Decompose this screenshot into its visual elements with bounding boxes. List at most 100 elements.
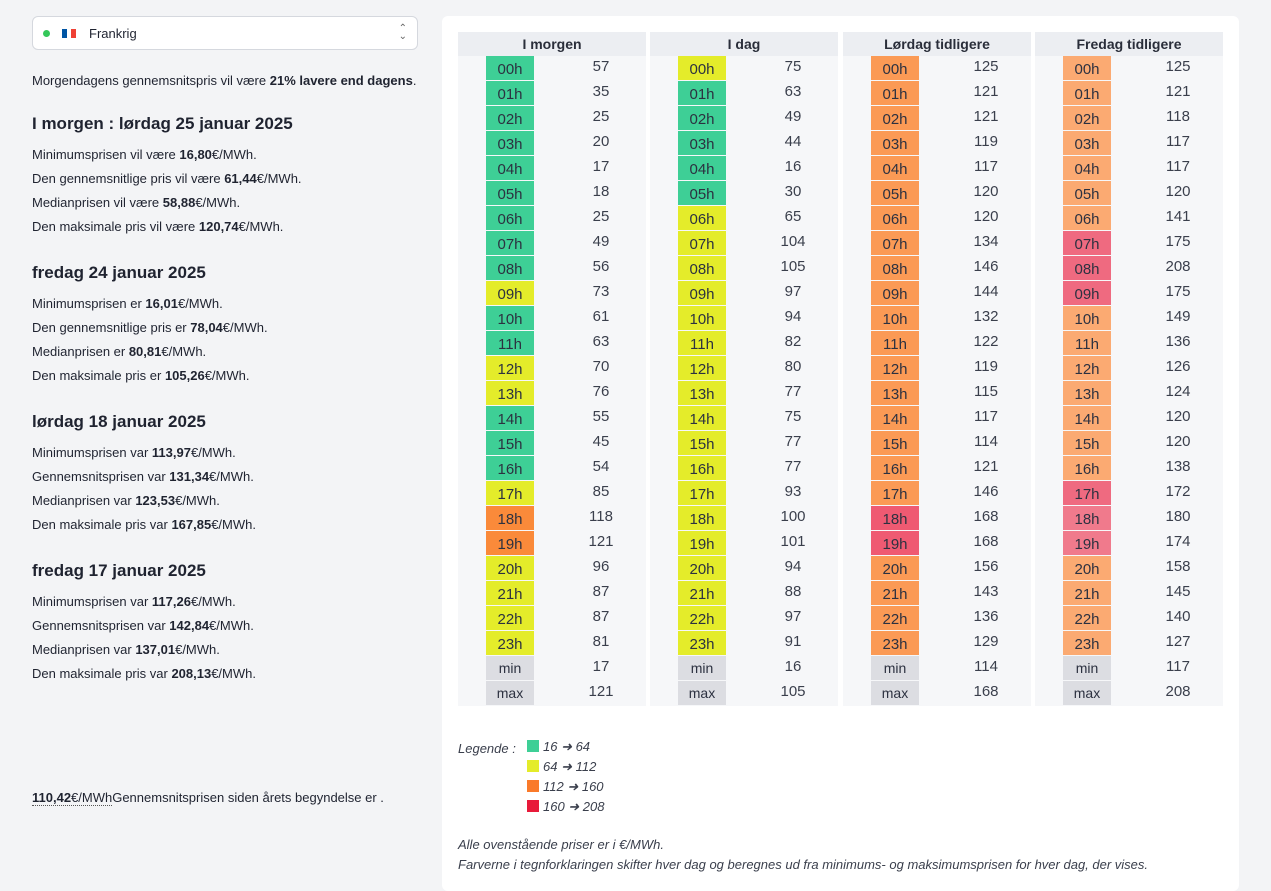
hour-chip: 21h [1063, 581, 1111, 605]
hour-row: 03h 117 [1035, 131, 1223, 156]
line-value: 167,85 [171, 517, 212, 532]
price-value: 88 [784, 583, 802, 600]
min-row: min 16 [650, 656, 838, 681]
price-value: 114 [974, 433, 998, 450]
hour-row: 14h 75 [650, 406, 838, 431]
price-value: 140 [1165, 608, 1191, 625]
hour-chip: 22h [678, 606, 726, 630]
min-row: min 17 [458, 656, 646, 681]
price-value: 101 [780, 533, 806, 550]
line-value: 117,26 [151, 594, 191, 609]
hour-chip: 17h [871, 481, 919, 505]
line-value: 113,97 [151, 445, 191, 460]
hour-chip: 13h [871, 381, 919, 405]
line-value: 78,04 [190, 320, 223, 335]
hour-row: 04h 117 [843, 156, 1031, 181]
left-column: Frankrig ⌃ ⌄ Morgendagens gennemsnitspris… [32, 16, 418, 686]
price-value: 120 [1165, 408, 1191, 425]
legend-text: 16 ➜ 64 [543, 739, 591, 754]
hour-row: 07h 134 [843, 231, 1031, 256]
price-value: 125 [1165, 58, 1191, 75]
summary-line: Medianprisen er 80,81€/MWh. [32, 340, 418, 364]
hour-chip: 10h [486, 306, 534, 330]
min-value: 117 [1166, 658, 1190, 675]
price-value: 144 [973, 283, 999, 300]
hour-chip: 00h [871, 56, 919, 80]
price-value: 119 [974, 133, 998, 150]
min-value: 114 [974, 658, 998, 675]
hour-row: 01h 35 [458, 81, 646, 106]
hour-chip: 01h [871, 81, 919, 105]
price-value: 168 [973, 508, 999, 525]
line-prefix: Gennemsnitsprisen var [32, 618, 170, 633]
hour-row: 23h 127 [1035, 631, 1223, 656]
price-value: 57 [592, 58, 610, 75]
hour-chip: 17h [486, 481, 534, 505]
line-unit: €/MWh. [175, 642, 220, 657]
line-prefix: Den maksimale pris var [32, 666, 172, 681]
line-value: 131,34 [169, 469, 210, 484]
price-value: 49 [784, 108, 802, 125]
column-header: I morgen [458, 32, 646, 56]
price-value: 65 [784, 208, 802, 225]
hour-row: 15h 114 [843, 431, 1031, 456]
price-value: 91 [784, 633, 802, 650]
hour-chip: 03h [678, 131, 726, 155]
line-unit: €/MWh. [211, 147, 257, 162]
summary-line: Minimumsprisen var 117,26€/MWh. [32, 590, 418, 614]
hour-chip: 11h [486, 331, 534, 355]
hour-row: 08h 146 [843, 256, 1031, 281]
price-value: 87 [592, 583, 610, 600]
hour-chip: 22h [1063, 606, 1111, 630]
hour-row: 00h 125 [843, 56, 1031, 81]
hour-row: 19h 101 [650, 531, 838, 556]
hour-row: 18h 180 [1035, 506, 1223, 531]
summary-line: Medianprisen vil være 58,88€/MWh. [32, 191, 418, 215]
hour-row: 18h 118 [458, 506, 646, 531]
line-unit: €/MWh. [209, 469, 254, 484]
line-unit: €/MWh. [222, 320, 268, 335]
price-value: 70 [592, 358, 610, 375]
line-unit: €/MWh. [177, 296, 223, 311]
hour-row: 00h 125 [1035, 56, 1223, 81]
line-value: 142,84 [169, 618, 210, 633]
hour-chip: 20h [678, 556, 726, 580]
line-prefix: Medianprisen var [32, 493, 136, 508]
hour-row: 16h 138 [1035, 456, 1223, 481]
country-selector[interactable]: Frankrig ⌃ ⌄ [32, 16, 418, 50]
ytd-value: 110,42 [32, 790, 72, 805]
hour-row: 21h 87 [458, 581, 646, 606]
line-unit: €/MWh. [211, 517, 256, 532]
hour-chip: 09h [871, 281, 919, 305]
line-unit: €/MWh. [211, 666, 256, 681]
line-prefix: Minimumsprisen er [32, 296, 146, 311]
hour-row: 04h 17 [458, 156, 646, 181]
hour-chip: 17h [1063, 481, 1111, 505]
hour-chip: 06h [871, 206, 919, 230]
hour-chip: 06h [1063, 206, 1111, 230]
hour-chip: 16h [871, 456, 919, 480]
line-prefix: Minimumsprisen vil være [32, 147, 180, 162]
price-column: I dag 00h 75 01h 63 02h 49 03h 44 04h 16 05h 30 06h 65… [650, 32, 838, 706]
hour-chip: 02h [871, 106, 919, 130]
price-value: 81 [592, 633, 610, 650]
price-value: 126 [1165, 358, 1191, 375]
max-value: 208 [1165, 683, 1191, 700]
price-value: 149 [1165, 308, 1191, 325]
hour-row: 06h 25 [458, 206, 646, 231]
hour-chip: 01h [486, 81, 534, 105]
hour-chip: 16h [678, 456, 726, 480]
legend-text: 112 ➜ 160 [543, 779, 604, 794]
hour-row: 20h 94 [650, 556, 838, 581]
hour-row: 09h 73 [458, 281, 646, 306]
hour-chip: 08h [871, 256, 919, 280]
line-value: 208,13 [171, 666, 212, 681]
min-row: min 117 [1035, 656, 1223, 681]
summary-line: Medianprisen var 123,53€/MWh. [32, 489, 418, 513]
hour-chip: 07h [871, 231, 919, 255]
hour-chip: 05h [486, 181, 534, 205]
hour-chip: 08h [1063, 256, 1111, 280]
price-value: 143 [973, 583, 999, 600]
note-colors: Farverne i tegnforklaringen skifter hver… [458, 857, 1149, 872]
ytd-text: Gennemsnitsprisen siden årets begyndelse… [112, 790, 384, 805]
